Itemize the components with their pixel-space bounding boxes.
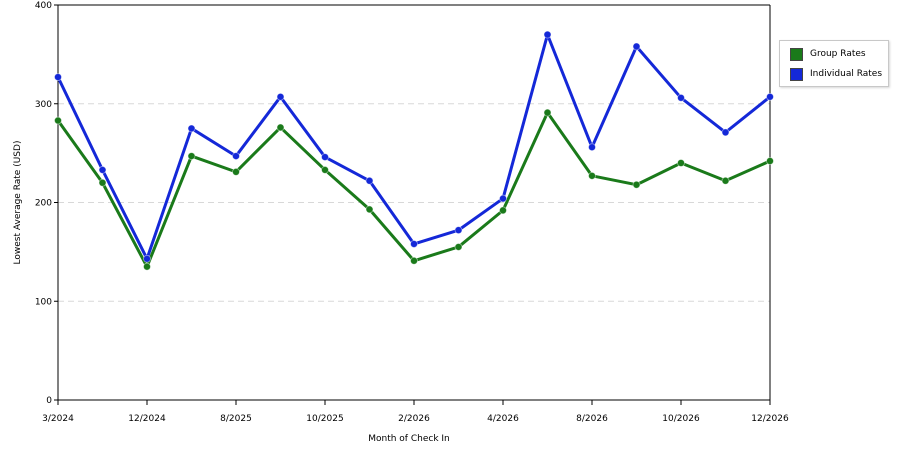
data-point-individual-rates — [499, 194, 507, 203]
data-point-group-rates — [232, 167, 240, 176]
data-point-individual-rates — [677, 93, 685, 102]
data-point-individual-rates — [365, 176, 374, 185]
data-point-individual-rates — [721, 128, 730, 137]
data-point-individual-rates — [766, 92, 774, 101]
y-tick-label: 100 — [35, 297, 52, 307]
data-point-group-rates — [321, 166, 329, 174]
y-tick-label: 400 — [35, 1, 52, 11]
grid-lines — [58, 103, 770, 302]
data-point-group-rates — [632, 180, 641, 189]
data-point-individual-rates — [410, 240, 418, 248]
y-tick-label: 200 — [35, 199, 52, 209]
x-tick-label: 10/2026 — [662, 414, 700, 424]
data-point-group-rates — [721, 176, 730, 185]
legend-swatch-group-rates — [790, 47, 803, 61]
data-point-group-rates — [276, 123, 285, 132]
data-point-group-rates — [365, 205, 374, 214]
series-lines — [54, 30, 774, 271]
legend-label-group-rates: Group Rates — [810, 49, 866, 59]
y-tick-label: 0 — [46, 396, 52, 406]
data-point-group-rates — [98, 178, 107, 187]
data-point-individual-rates — [588, 143, 596, 152]
tick-labels: 0 100 200 300 400 3/2024 12/2024 8/2025 10/2025 2… — [35, 1, 789, 424]
data-point-individual-rates — [54, 73, 62, 81]
x-tick-label: 8/2026 — [576, 414, 608, 424]
x-tick-label: 12/2026 — [751, 414, 789, 424]
x-tick-label: 2/2026 — [398, 414, 430, 424]
data-point-individual-rates — [454, 226, 463, 235]
x-tick-label: 4/2026 — [487, 414, 519, 424]
data-point-individual-rates — [232, 152, 240, 160]
data-point-group-rates — [143, 262, 151, 271]
data-point-individual-rates — [543, 30, 552, 39]
data-point-individual-rates — [321, 153, 329, 161]
data-point-group-rates — [410, 256, 418, 265]
data-point-group-rates — [54, 116, 62, 125]
legend-item-group-rates: Group Rates — [790, 47, 866, 61]
data-point-group-rates — [766, 157, 774, 165]
data-point-group-rates — [499, 206, 507, 215]
x-tick-label: 10/2025 — [306, 414, 343, 424]
axes — [54, 4, 771, 405]
data-point-individual-rates — [632, 42, 641, 51]
y-axis-title: Lowest Average Rate (USD) — [13, 141, 23, 265]
data-point-group-rates — [588, 171, 596, 180]
legend-item-individual-rates: Individual Rates — [790, 67, 882, 81]
legend-swatch-individual-rates — [790, 67, 803, 81]
data-point-individual-rates — [276, 92, 285, 101]
y-tick-label: 300 — [35, 100, 52, 110]
data-point-individual-rates — [143, 254, 151, 263]
x-axis-title: Month of Check In — [368, 434, 450, 444]
data-point-group-rates — [187, 152, 196, 160]
legend: Group Rates Individual Rates — [779, 40, 889, 87]
data-point-individual-rates — [187, 124, 196, 133]
data-point-individual-rates — [98, 166, 107, 174]
x-tick-label: 3/2024 — [42, 414, 74, 424]
data-point-group-rates — [677, 159, 685, 167]
legend-label-individual-rates: Individual Rates — [810, 69, 883, 79]
data-point-group-rates — [543, 108, 552, 117]
data-point-group-rates — [454, 243, 463, 251]
x-tick-label: 8/2025 — [220, 414, 252, 424]
x-tick-label: 12/2024 — [128, 414, 166, 424]
